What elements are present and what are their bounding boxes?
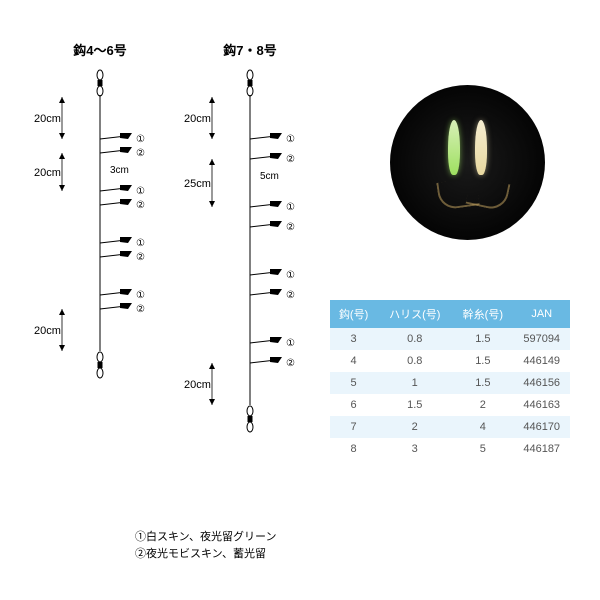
table-row: 511.5446156 [330,372,570,394]
table-header-cell: JAN [513,300,570,328]
table-row: 40.81.5446149 [330,350,570,372]
table-cell: 3 [377,438,452,460]
table-row: 30.81.5597094 [330,328,570,350]
table-cell: 0.8 [377,328,452,350]
svg-text:②: ② [136,200,145,211]
rig-svg-large: 20cm ① 5cm ② ① ② ① ② ① ② 25cm 20cm [180,67,320,507]
table-header-cell: 鈎(号) [330,300,377,328]
rig-large: 鈎7・8号 20cm ① 5cm ② ① ② ① ② ① ② 25cm 20cm [180,40,320,507]
table-row: 724446170 [330,416,570,438]
legend-line-2: ②夜光モビスキン、蓄光留 [135,546,276,563]
table-cell: 5 [330,372,377,394]
lure-green [448,120,460,175]
table-cell: 5 [452,438,513,460]
svg-text:5cm: 5cm [260,171,279,182]
table-cell: 446170 [513,416,570,438]
svg-text:①: ① [136,238,145,249]
svg-text:②: ② [286,290,295,301]
svg-text:①: ① [286,270,295,281]
svg-text:②: ② [286,358,295,369]
spec-table-wrap: 鈎(号)ハリス(号)幹糸(号)JAN 30.81.559709440.81.54… [330,300,570,460]
product-photo [390,85,545,240]
svg-text:②: ② [286,222,295,233]
svg-text:25cm: 25cm [184,178,211,190]
table-cell: 446163 [513,394,570,416]
rig-small: 鈎4〜6号 20cm ① 3cm ② ① ② ① ② ① ② 20cm 20cm [30,40,170,507]
table-cell: 2 [377,416,452,438]
table-cell: 597094 [513,328,570,350]
rig-diagram-area: 鈎4〜6号 20cm ① 3cm ② ① ② ① ② ① ② 20cm 20cm 鈎7・8号 20cm… [30,40,330,570]
svg-text:②: ② [136,304,145,315]
table-row: 61.52446163 [330,394,570,416]
svg-text:①: ① [136,290,145,301]
svg-text:②: ② [286,154,295,165]
table-cell: 6 [330,394,377,416]
table-cell: 446156 [513,372,570,394]
svg-text:20cm: 20cm [184,379,211,391]
table-cell: 7 [330,416,377,438]
svg-text:②: ② [136,148,145,159]
rig-svg-small: 20cm ① 3cm ② ① ② ① ② ① ② 20cm 20cm [30,67,170,507]
table-cell: 8 [330,438,377,460]
table-cell: 1.5 [452,372,513,394]
svg-text:3cm: 3cm [110,165,129,176]
table-row: 835446187 [330,438,570,460]
table-cell: 446187 [513,438,570,460]
hook-shadow [466,176,511,212]
svg-text:20cm: 20cm [34,325,61,337]
rig-title: 鈎7・8号 [180,40,320,59]
lure-cream [475,120,487,175]
legend-line-1: ①白スキン、夜光留グリーン [135,529,276,546]
svg-text:①: ① [286,134,295,145]
table-body: 30.81.559709440.81.5446149511.544615661.… [330,328,570,460]
svg-text:①: ① [286,338,295,349]
svg-text:②: ② [136,252,145,263]
svg-text:①: ① [286,202,295,213]
diagram-legend: ①白スキン、夜光留グリーン ②夜光モビスキン、蓄光留 [135,529,276,562]
table-cell: 4 [452,416,513,438]
spec-table: 鈎(号)ハリス(号)幹糸(号)JAN 30.81.559709440.81.54… [330,300,570,460]
table-header-cell: 幹糸(号) [452,300,513,328]
table-cell: 1 [377,372,452,394]
table-header-cell: ハリス(号) [377,300,452,328]
svg-text:20cm: 20cm [34,113,61,125]
svg-text:20cm: 20cm [184,113,211,125]
table-cell: 1.5 [452,328,513,350]
table-cell: 2 [452,394,513,416]
table-cell: 1.5 [377,394,452,416]
table-cell: 3 [330,328,377,350]
svg-text:20cm: 20cm [34,167,61,179]
svg-text:①: ① [136,186,145,197]
table-header-row: 鈎(号)ハリス(号)幹糸(号)JAN [330,300,570,328]
rig-title: 鈎4〜6号 [30,40,170,59]
table-cell: 1.5 [452,350,513,372]
table-cell: 4 [330,350,377,372]
table-cell: 446149 [513,350,570,372]
svg-text:①: ① [136,134,145,145]
table-cell: 0.8 [377,350,452,372]
